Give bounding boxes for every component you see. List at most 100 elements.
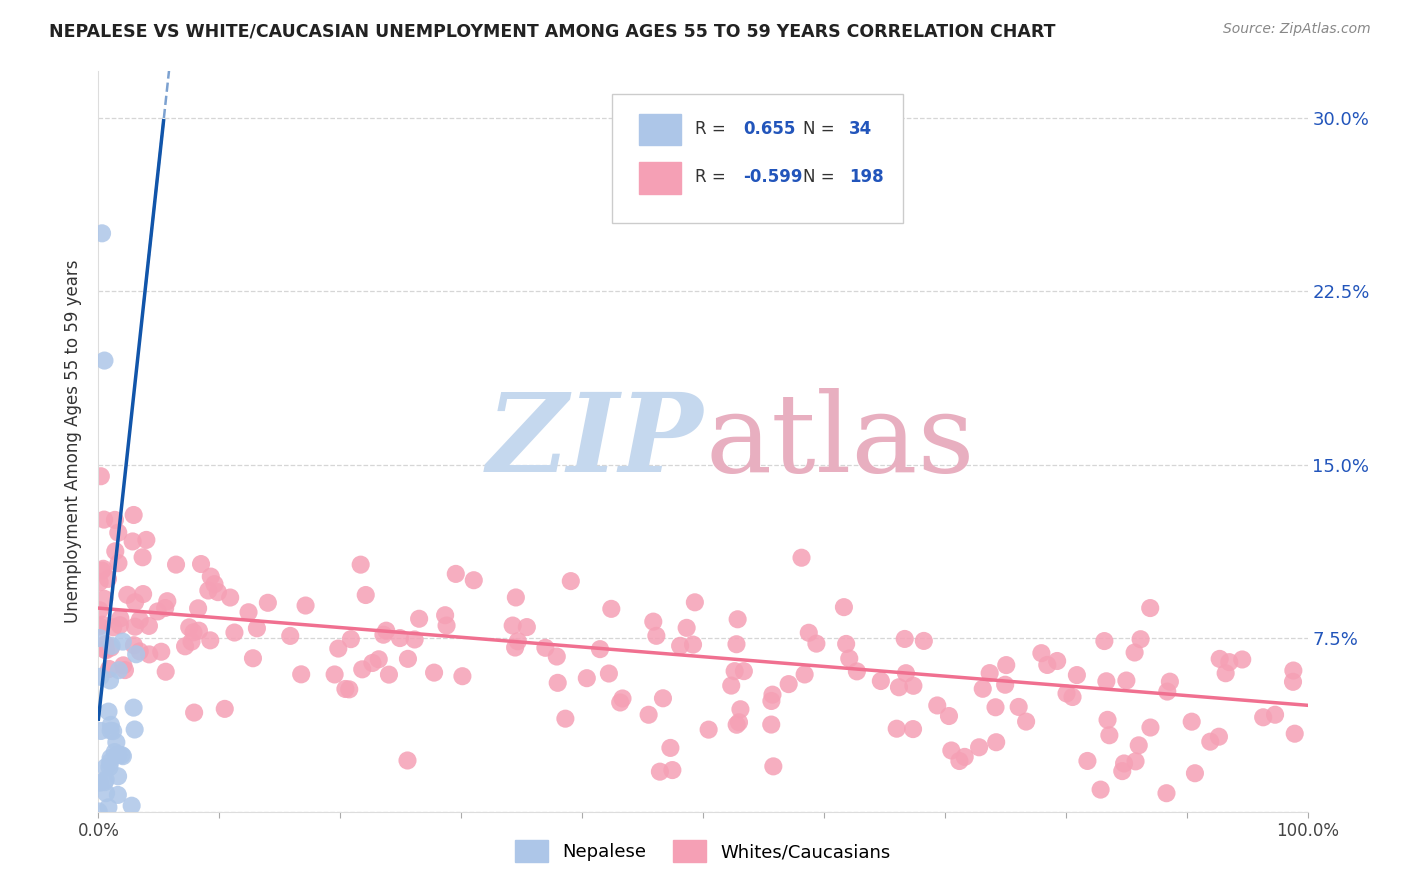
Point	[941, 743, 963, 757]
Point	[294, 599, 316, 613]
Point	[546, 649, 568, 664]
Text: 34: 34	[849, 120, 873, 138]
Point	[128, 644, 150, 658]
Point	[97, 800, 120, 814]
Point	[643, 615, 665, 629]
Point	[609, 696, 631, 710]
Point	[1062, 690, 1084, 704]
Text: NEPALESE VS WHITE/CAUCASIAN UNEMPLOYMENT AMONG AGES 55 TO 59 YEARS CORRELATION C: NEPALESE VS WHITE/CAUCASIAN UNEMPLOYMENT…	[49, 22, 1056, 40]
Point	[502, 618, 524, 632]
Point	[98, 662, 121, 676]
Point	[832, 600, 855, 615]
Point	[761, 694, 783, 708]
Point	[187, 601, 209, 615]
Point	[1098, 728, 1121, 742]
Point	[89, 670, 111, 684]
Point	[87, 805, 110, 819]
Point	[1076, 754, 1098, 768]
Point	[132, 587, 155, 601]
Point	[111, 749, 134, 764]
Text: ZIP: ZIP	[486, 388, 703, 495]
Point	[98, 673, 121, 688]
Point	[886, 722, 908, 736]
Point	[953, 750, 976, 764]
Point	[547, 676, 569, 690]
Point	[257, 596, 280, 610]
Point	[1251, 710, 1274, 724]
Point	[188, 624, 211, 638]
Point	[107, 525, 129, 540]
Point	[560, 574, 582, 588]
Point	[242, 651, 264, 665]
Point	[94, 760, 117, 774]
Point	[697, 723, 720, 737]
Legend: Nepalese, Whites/Caucasians: Nepalese, Whites/Caucasians	[508, 833, 898, 870]
Point	[790, 550, 813, 565]
Point	[534, 640, 557, 655]
Point	[98, 760, 121, 774]
Point	[128, 613, 150, 627]
Point	[93, 513, 115, 527]
Point	[219, 591, 242, 605]
Point	[1112, 756, 1135, 771]
Point	[1092, 634, 1115, 648]
Point	[682, 638, 704, 652]
Point	[108, 618, 131, 632]
Point	[645, 629, 668, 643]
Point	[112, 658, 135, 673]
Point	[103, 620, 125, 634]
Point	[1181, 714, 1204, 729]
Point	[669, 639, 692, 653]
Point	[1232, 652, 1254, 666]
Point	[1282, 674, 1305, 689]
Point	[887, 680, 910, 694]
Point	[174, 640, 197, 654]
Text: 198: 198	[849, 169, 884, 186]
Point	[984, 700, 1007, 714]
Point	[503, 640, 526, 655]
Point	[378, 667, 401, 681]
Point	[114, 663, 136, 677]
Point	[89, 575, 111, 590]
Point	[516, 620, 538, 634]
Point	[108, 663, 131, 677]
Point	[761, 717, 783, 731]
Point	[153, 601, 176, 615]
Point	[107, 788, 129, 802]
Point	[637, 707, 659, 722]
Point	[1156, 786, 1178, 800]
Point	[146, 605, 169, 619]
Point	[89, 775, 111, 789]
Point	[1031, 646, 1053, 660]
Point	[121, 798, 143, 813]
Bar	[638, 114, 682, 145]
Point	[350, 558, 373, 572]
Point	[180, 634, 202, 648]
Point	[797, 625, 820, 640]
Point	[100, 751, 122, 765]
Point	[1123, 646, 1146, 660]
Point	[98, 755, 121, 769]
Point	[335, 681, 357, 696]
Text: atlas: atlas	[706, 388, 974, 495]
Point	[91, 227, 114, 241]
Point	[89, 631, 111, 645]
Point	[1208, 652, 1230, 666]
Point	[117, 588, 139, 602]
FancyBboxPatch shape	[613, 94, 903, 223]
Point	[93, 353, 115, 368]
Point	[93, 591, 115, 606]
Point	[463, 573, 485, 587]
Point	[367, 652, 389, 666]
Point	[1129, 632, 1152, 647]
Point	[138, 619, 160, 633]
Point	[835, 637, 858, 651]
Point	[575, 671, 598, 685]
Point	[1208, 730, 1230, 744]
Point	[451, 669, 474, 683]
Point	[1066, 668, 1088, 682]
Point	[1159, 674, 1181, 689]
Point	[150, 645, 173, 659]
Point	[793, 667, 815, 681]
Point	[90, 469, 112, 483]
